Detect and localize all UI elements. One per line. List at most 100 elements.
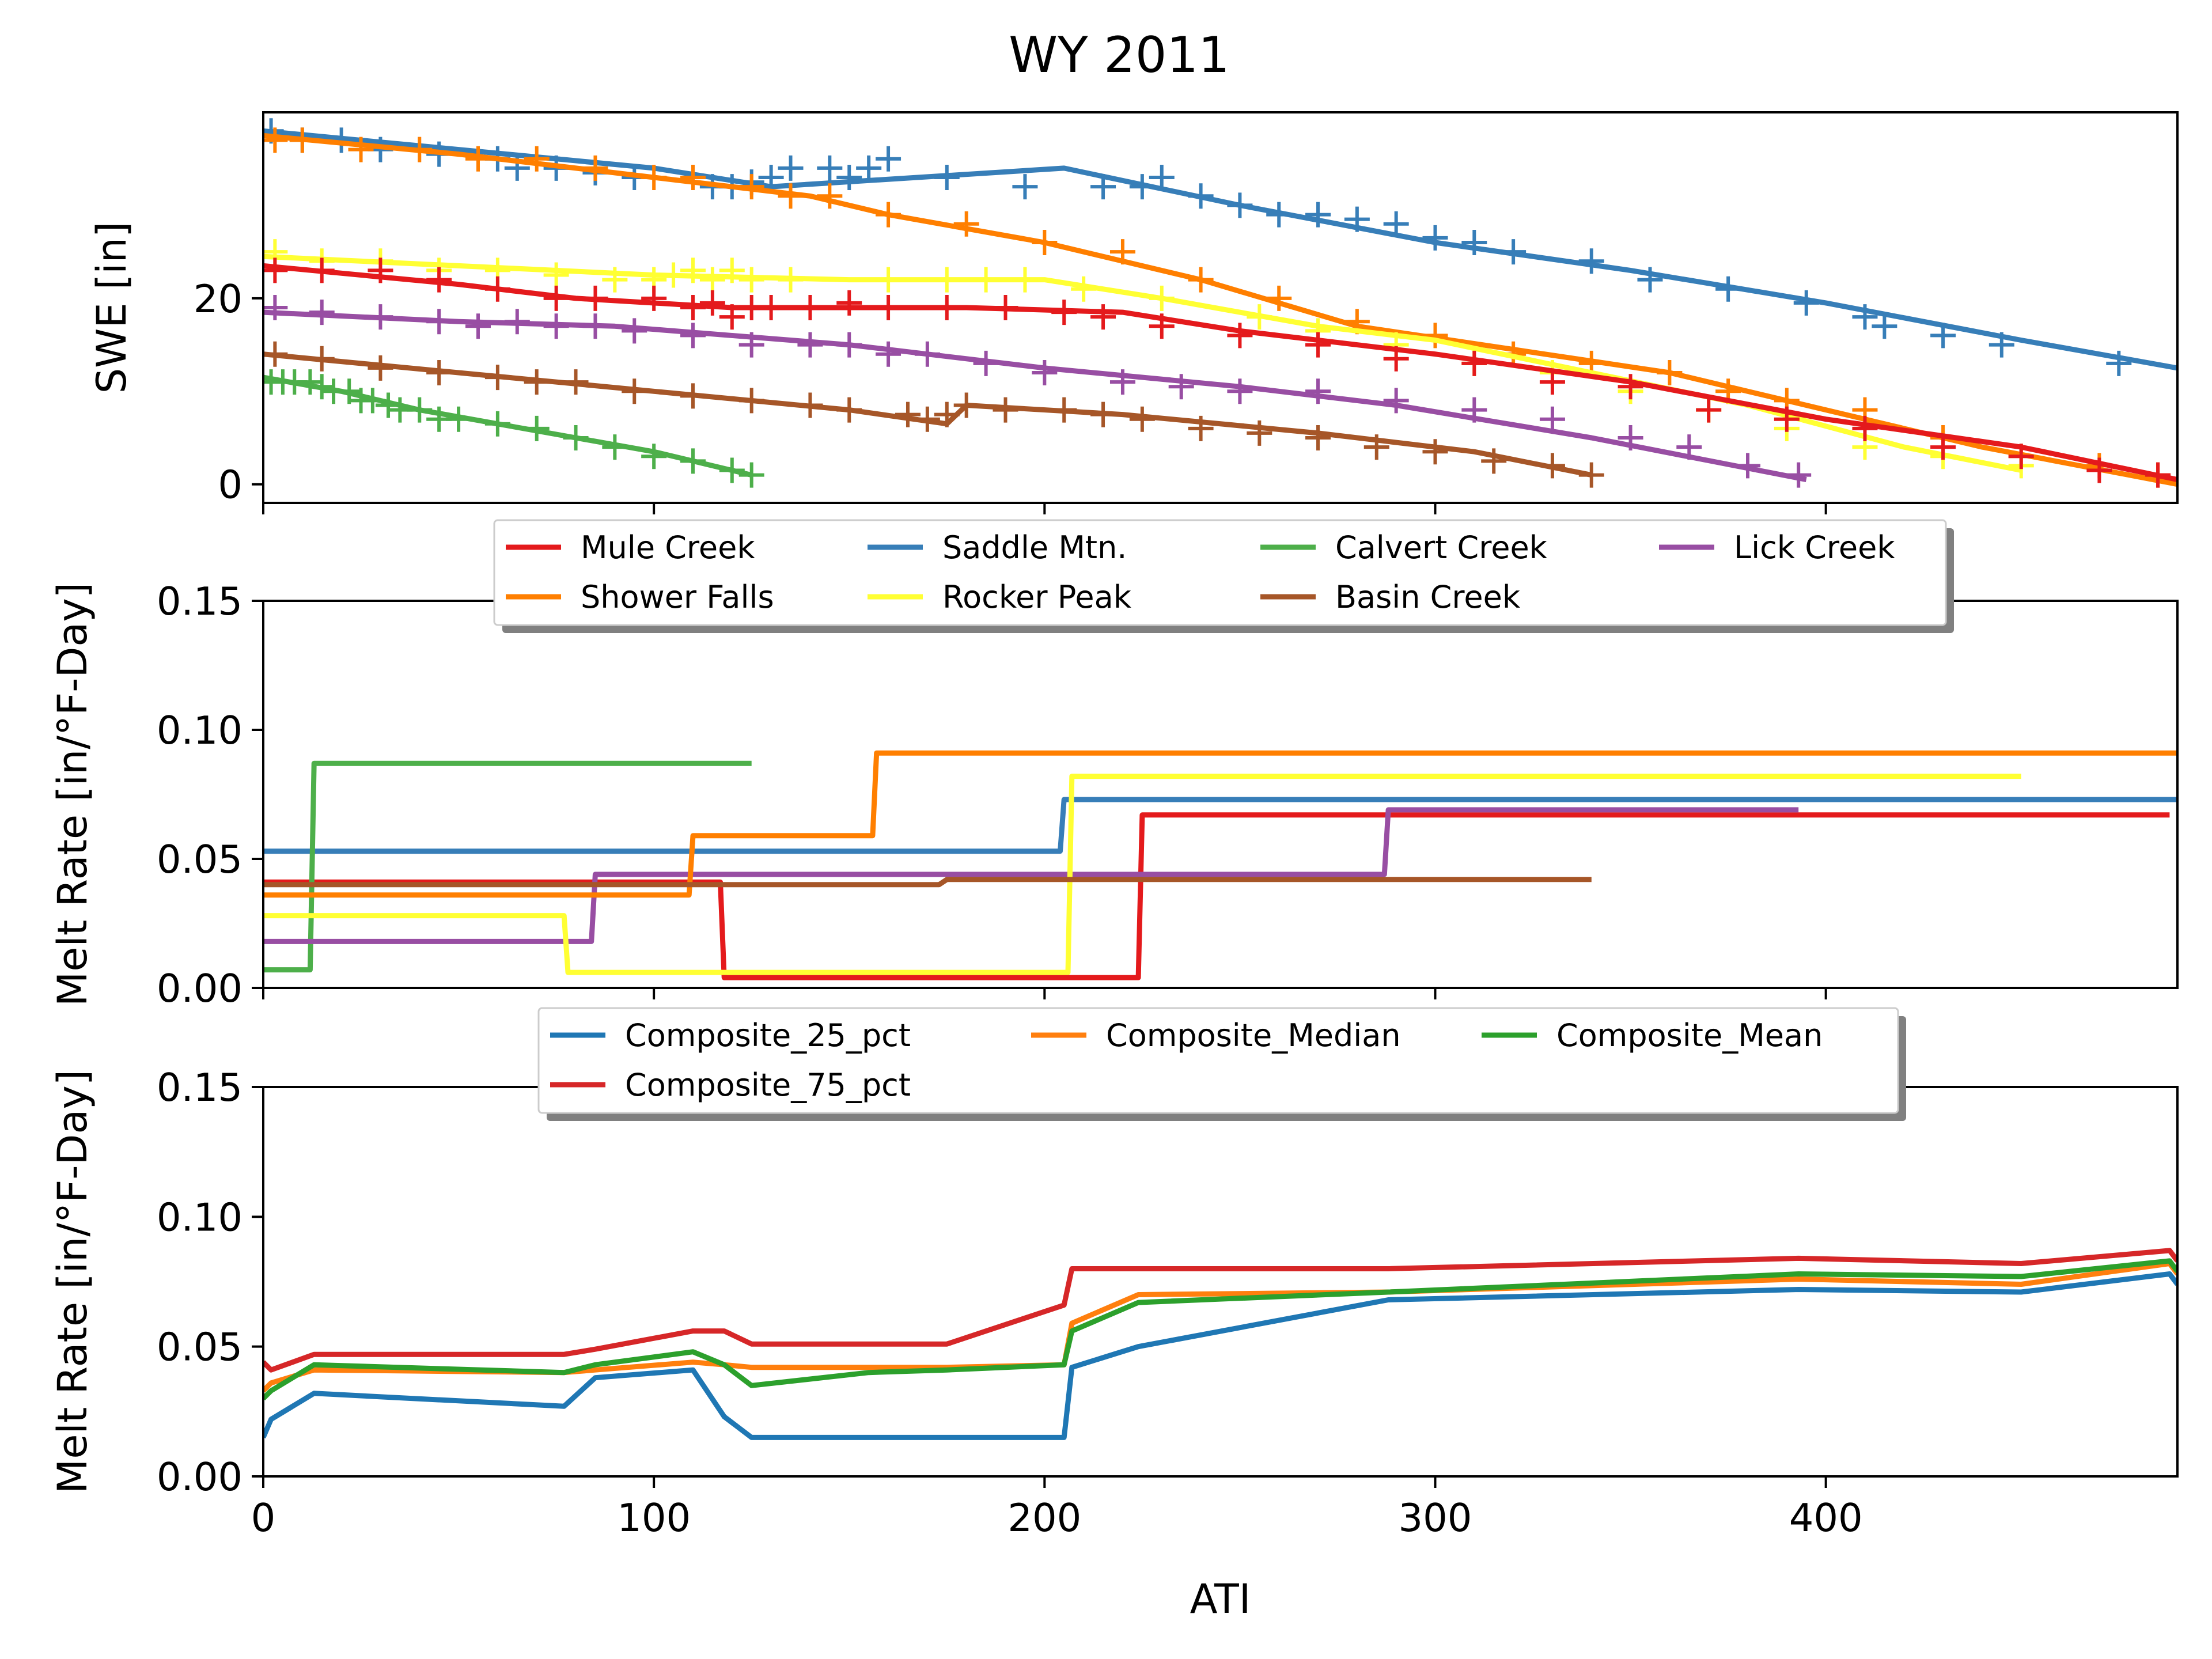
data-point-shower-falls	[1109, 239, 1135, 265]
data-point-basin-creek	[309, 346, 335, 372]
data-point-mule-creek	[368, 257, 393, 283]
data-point-lick-creek	[1461, 397, 1487, 423]
data-point-saddle-mtn	[1501, 239, 1527, 265]
legend-label-saddle-mtn: Saddle Mtn.	[942, 529, 1127, 566]
data-point-calvert-creek	[359, 388, 385, 414]
data-point-basin-creek	[368, 355, 393, 381]
series-line-calvert-creek	[263, 760, 752, 973]
data-point-rocker-peak	[1149, 285, 1175, 311]
data-point-calvert-creek	[680, 448, 706, 474]
data-point-mule-creek	[719, 304, 745, 330]
data-point-mule-creek	[1774, 406, 1800, 432]
data-point-calvert-creek	[376, 392, 402, 418]
data-point-calvert-creek	[563, 425, 589, 450]
data-point-rocker-peak	[876, 267, 902, 293]
y-tick-label: 20	[194, 276, 243, 321]
data-point-lick-creek	[1786, 462, 1812, 488]
data-point-rocker-peak	[699, 267, 725, 293]
melt-rate-composite-panel: 0.00 0.05 0.10 0.15 0 100 200 300 400 Melt Rate […	[49, 1007, 2179, 1623]
data-point-mule-creek	[1090, 304, 1116, 330]
data-point-lick-creek	[914, 341, 940, 367]
data-point-shower-falls	[876, 202, 902, 228]
data-point-basin-creek	[953, 392, 979, 418]
data-point-lick-creek	[1109, 369, 1135, 395]
axes-frame	[262, 600, 2179, 989]
data-point-lick-creek	[368, 304, 393, 330]
legend-box	[537, 1007, 1899, 1114]
data-point-saddle-mtn	[1715, 276, 1741, 302]
data-point-saddle-mtn	[876, 146, 902, 172]
data-point-basin-creek	[836, 397, 862, 423]
data-point-saddle-mtn	[836, 165, 862, 190]
series-line-lick-creek	[263, 807, 1799, 944]
data-point-saddle-mtn	[1422, 225, 1448, 251]
data-point-mule-creek	[993, 295, 1018, 320]
data-point-shower-falls	[289, 127, 315, 153]
x-axis-label: ATI	[1190, 1575, 1251, 1623]
data-point-shower-falls	[1657, 360, 1683, 385]
series-line-rocker-peak	[263, 253, 2022, 473]
data-point-shower-falls	[817, 183, 843, 209]
data-point-lick-creek	[836, 332, 862, 358]
data-point-mule-creek	[1383, 346, 1409, 372]
data-point-mule-creek	[836, 290, 862, 316]
data-point-mule-creek	[680, 295, 706, 320]
data-point-mule-creek	[1852, 415, 1878, 441]
data-point-mule-creek	[1305, 332, 1331, 358]
data-point-saddle-mtn	[778, 155, 804, 181]
data-point-rocker-peak	[738, 267, 764, 293]
data-point-mule-creek	[1618, 374, 1643, 400]
data-point-saddle-mtn	[1578, 248, 1604, 274]
data-point-saddle-mtn	[1793, 290, 1819, 316]
data-point-lick-creek	[465, 313, 491, 339]
data-point-basin-creek	[1363, 434, 1389, 460]
data-point-shower-falls	[1188, 267, 1214, 293]
data-point-lick-creek	[797, 332, 823, 358]
series-line-saddle-mtn	[263, 797, 2177, 854]
data-point-lick-creek	[1539, 406, 1565, 432]
data-point-basin-creek	[524, 369, 550, 395]
data-point-basin-creek	[797, 392, 823, 418]
x-tick-label: 300	[1399, 1495, 1472, 1540]
data-point-basin-creek	[1578, 462, 1604, 488]
data-point-mule-creek	[543, 285, 569, 311]
data-point-calvert-creek	[446, 406, 472, 432]
data-point-calvert-creek	[297, 369, 323, 395]
data-point-basin-creek	[484, 365, 510, 391]
data-point-mule-creek	[797, 295, 823, 320]
data-point-shower-falls	[582, 155, 608, 181]
data-point-lick-creek	[1227, 378, 1253, 404]
legend-label-shower-falls: Shower Falls	[581, 579, 774, 615]
data-point-mule-creek	[484, 276, 510, 302]
data-point-rocker-peak	[719, 257, 745, 283]
data-point-basin-creek	[1422, 439, 1448, 465]
legend-label-composite-75-pct: Composite_75_pct	[625, 1067, 911, 1103]
data-point-mule-creek	[2145, 462, 2171, 488]
data-point-lick-creek	[426, 309, 452, 335]
data-point-shower-falls	[1422, 323, 1448, 349]
data-point-calvert-creek	[719, 457, 745, 483]
plot-area	[263, 1248, 2177, 1440]
data-point-saddle-mtn	[1383, 211, 1409, 237]
data-point-lick-creek	[1676, 434, 1702, 460]
x-tick-label: 200	[1007, 1495, 1081, 1540]
data-point-basin-creek	[914, 406, 940, 432]
data-point-rocker-peak	[973, 267, 999, 293]
data-point-rocker-peak	[543, 262, 569, 288]
axes-frame	[262, 111, 2179, 504]
data-point-saddle-mtn	[1129, 174, 1155, 200]
data-point-mule-creek	[1149, 313, 1175, 339]
melt-rate-sites-panel: 0.00 0.05 0.10 0.15 Melt Rate [in/°F-Day] Mul…	[49, 519, 2179, 1011]
data-point-shower-falls	[778, 183, 804, 209]
data-point-shower-falls	[953, 211, 979, 237]
data-point-saddle-mtn	[1344, 206, 1370, 232]
data-point-saddle-mtn	[1012, 174, 1038, 200]
data-point-basin-creek	[1539, 453, 1565, 479]
data-point-saddle-mtn	[1988, 332, 2014, 358]
data-point-saddle-mtn	[817, 155, 843, 181]
data-point-mule-creek	[1227, 323, 1253, 349]
data-point-saddle-mtn	[1872, 313, 1897, 339]
data-point-mule-creek	[582, 285, 608, 311]
chart-title: WY 2011	[1009, 26, 1230, 84]
data-point-basin-creek	[1305, 425, 1331, 450]
